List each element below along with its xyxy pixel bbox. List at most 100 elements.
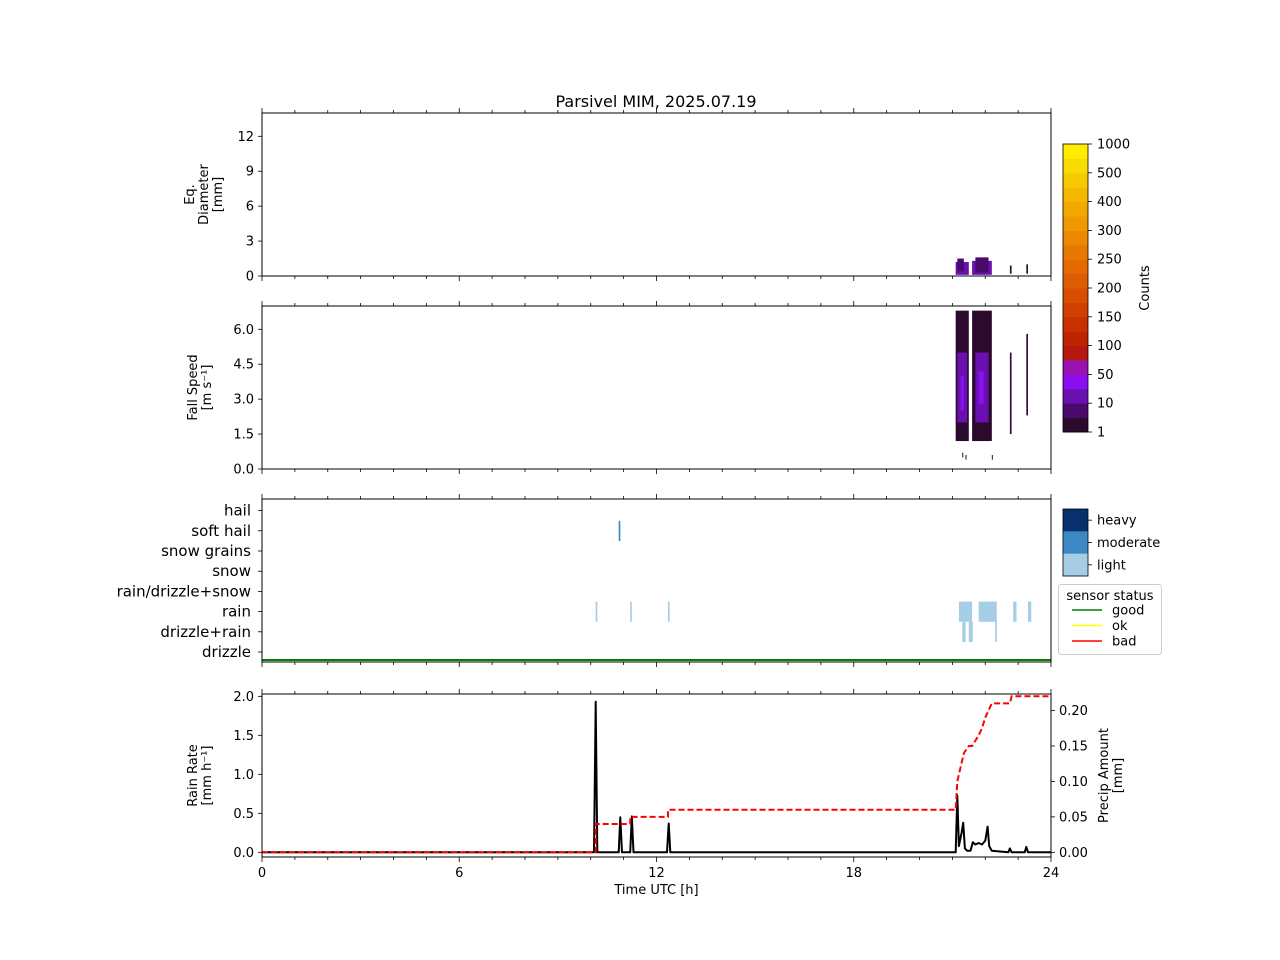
fall-speed-cell [992, 455, 993, 460]
colorbar-tick-label: 50 [1097, 368, 1114, 383]
colorbar-label-text: Counts [1138, 265, 1153, 311]
x-tick-label: 0 [258, 866, 266, 881]
colorbar-segment [1063, 360, 1088, 375]
intensity-label-moderate: moderate [1097, 536, 1160, 551]
y-tick-label: 3 [246, 235, 254, 250]
colorbar-tick-label: 400 [1097, 195, 1122, 210]
rain-rate-line [262, 702, 1051, 853]
intensity-swatch-light [1063, 554, 1088, 577]
fall-speed-cell [1010, 353, 1012, 435]
intensity-label-light: light [1097, 558, 1126, 573]
diameter-cell [1026, 264, 1028, 273]
y-tick-label: 1.5 [233, 428, 254, 443]
rain-panel-frame [262, 694, 1051, 857]
fall-speed-cell [979, 371, 984, 404]
diameter-ylabel: Eq. Diameter [mm] [183, 164, 226, 225]
category-label: drizzle+rain [160, 623, 251, 641]
precip-type-event [1013, 602, 1016, 622]
colorbar-tick-label: 10 [1097, 397, 1114, 412]
colorbar-segment [1063, 346, 1088, 361]
diameter-cell [1010, 266, 1012, 274]
sensor-status-label-bad: bad [1112, 635, 1136, 650]
precip-type-event [596, 602, 598, 622]
colorbar-segment [1063, 259, 1088, 274]
category-label: hail [224, 502, 251, 520]
colorbar-segment [1063, 230, 1088, 245]
x-axis-label: Time UTC [h] [613, 883, 698, 898]
colorbar-tick-label: 1 [1097, 426, 1105, 441]
precip-type-event [969, 622, 973, 642]
y-tick-label: 9 [246, 165, 254, 180]
y-tick-label: 1.5 [233, 729, 254, 744]
intensity-swatch-heavy [1063, 509, 1088, 532]
y-tick-label: 0.5 [233, 807, 254, 822]
y2-tick-label: 0.10 [1059, 775, 1088, 790]
precip-amount-ylabel: Precip Amount [mm] [1097, 728, 1126, 823]
x-tick-label: 18 [845, 866, 862, 881]
fall-speed-cell [961, 376, 964, 411]
colorbar-segment [1063, 374, 1088, 389]
y-tick-label: 6.0 [233, 323, 254, 338]
precip-type-event [979, 602, 997, 622]
y-tick-label: 12 [237, 130, 254, 145]
colorbar-segment [1063, 158, 1088, 173]
category-label: drizzle [202, 643, 251, 661]
y-tick-label: 0.0 [233, 846, 254, 861]
y-tick-label: 0 [246, 270, 254, 285]
precip-type-event [962, 622, 965, 642]
fall-speed-cell [962, 453, 963, 458]
precip-amount-ylabel-line: Precip Amount [1097, 728, 1112, 823]
colorbar-segment [1063, 288, 1088, 303]
rain-rate-ylabel: Rain Rate [mm h⁻¹] [186, 744, 215, 807]
precip-type-event [619, 521, 621, 541]
rain-rate-ylabel-line: Rain Rate [186, 744, 201, 807]
diameter-ylabel-line: Diameter [197, 164, 212, 225]
precip-amount-ylabel-line: [mm] [1111, 758, 1126, 793]
fall-speed-cell [1026, 334, 1028, 416]
colorbar-segment [1063, 403, 1088, 418]
colorbar-segment [1063, 418, 1088, 433]
colorbar-segment [1063, 144, 1088, 159]
precip-type-panel-frame [262, 499, 1051, 662]
fall-speed-cell [966, 455, 967, 460]
category-label: rain/drizzle+snow [117, 582, 251, 600]
colorbar-segment [1063, 317, 1088, 332]
y2-tick-label: 0.05 [1059, 810, 1088, 825]
colorbar-segment [1063, 302, 1088, 317]
colorbar-tick-label: 300 [1097, 224, 1122, 239]
precip-type-event [668, 602, 670, 622]
y-tick-label: 0.0 [233, 463, 254, 478]
colorbar-segment [1063, 202, 1088, 217]
diameter-ylabel-line: Eq. [183, 184, 198, 205]
colorbar-tick-label: 150 [1097, 310, 1122, 325]
colorbar-segment [1063, 389, 1088, 404]
x-tick-label: 6 [455, 866, 463, 881]
precip-type-event [959, 602, 972, 622]
intensity-label-heavy: heavy [1097, 514, 1137, 529]
precip-type-event [995, 622, 997, 642]
colorbar-segment [1063, 216, 1088, 231]
sensor-status-label-ok: ok [1112, 619, 1128, 634]
colorbar-segment [1063, 245, 1088, 260]
precip-type-event [1028, 602, 1031, 622]
y-tick-label: 2.0 [233, 690, 254, 705]
colorbar-label: Counts [1138, 265, 1153, 311]
colorbar-tick-label: 1000 [1097, 138, 1130, 153]
category-label: snow grains [161, 542, 251, 560]
colorbar-tick-label: 200 [1097, 282, 1122, 297]
fall-speed-panel-frame [262, 306, 1051, 469]
colorbar-tick-label: 100 [1097, 339, 1122, 354]
colorbar-segment [1063, 331, 1088, 346]
fall-speed-ylabel-line: [m s⁻¹] [200, 365, 215, 411]
category-label: soft hail [191, 522, 251, 540]
diameter-cell [975, 257, 988, 272]
diameter-cell [957, 259, 964, 272]
fall-speed-ylabel: Fall Speed [m s⁻¹] [186, 354, 215, 420]
y2-tick-label: 0.20 [1059, 704, 1088, 719]
sensor-status-label-good: good [1112, 604, 1144, 619]
y-tick-label: 6 [246, 200, 254, 215]
precip-type-event [630, 602, 632, 622]
category-label: snow [212, 562, 251, 580]
colorbar-segment [1063, 274, 1088, 289]
fall-speed-ylabel-line: Fall Speed [186, 354, 201, 420]
